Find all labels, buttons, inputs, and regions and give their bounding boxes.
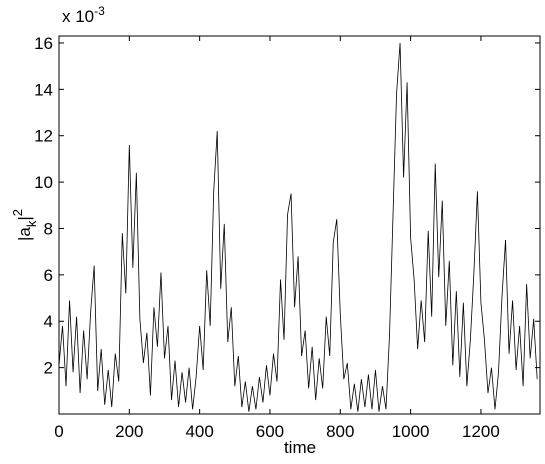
y-tick-label: 14 <box>34 80 53 99</box>
y-tick-label: 6 <box>44 266 53 285</box>
y-tick-label: 10 <box>34 173 53 192</box>
x-tick-label: 400 <box>185 422 213 441</box>
y-tick-label: 2 <box>44 359 53 378</box>
y-label-sub: k <box>24 220 39 227</box>
x-tick-label: 200 <box>115 422 143 441</box>
x-tick-label: 0 <box>54 422 63 441</box>
y-axis-label: |ak|2 <box>10 209 39 241</box>
x-tick-label: 1200 <box>462 422 500 441</box>
y-label-sup: 2 <box>10 209 25 216</box>
y-tick-label: 4 <box>44 312 53 331</box>
multiplier-base: x 10 <box>62 7 94 26</box>
x-tick-label: 1000 <box>392 422 430 441</box>
x-tick-label: 800 <box>326 422 354 441</box>
y-tick-label: 8 <box>44 219 53 238</box>
x-axis-label: time <box>284 438 316 457</box>
multiplier-exponent: -3 <box>94 4 105 18</box>
axis-multiplier: x 10-3 <box>62 4 105 26</box>
y-tick-label: 16 <box>34 34 53 53</box>
y-label-mid: | <box>15 216 34 220</box>
y-tick-label: 12 <box>34 127 53 146</box>
y-label-base: |a <box>15 227 34 241</box>
x-tick-label: 600 <box>256 422 284 441</box>
plot-frame <box>58 35 541 415</box>
data-line <box>58 42 538 412</box>
